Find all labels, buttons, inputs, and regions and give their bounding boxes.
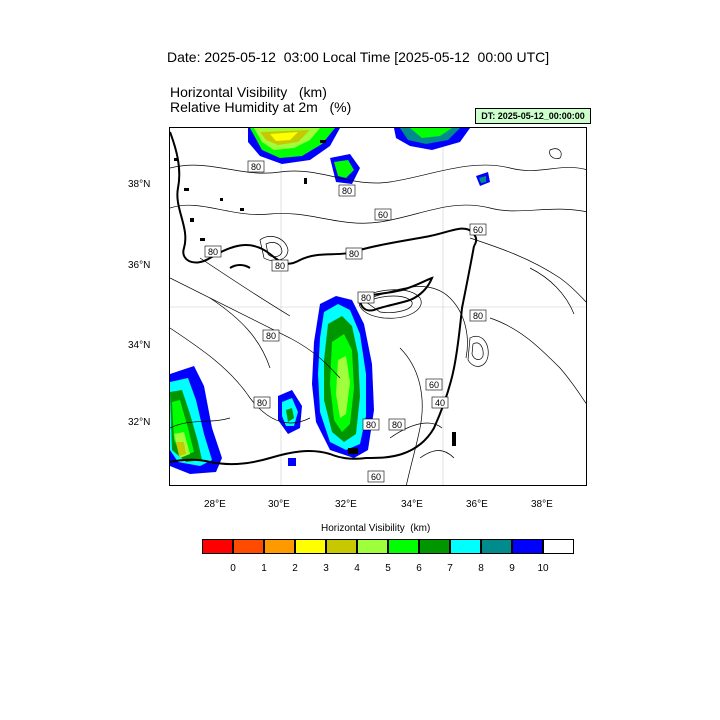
contour-label: 80 bbox=[338, 184, 356, 197]
contour-label: 80 bbox=[388, 418, 406, 431]
colorbar-swatch bbox=[543, 539, 574, 554]
colorbar-tick-label: 8 bbox=[478, 563, 484, 574]
colorbar-tick-label: 5 bbox=[385, 563, 391, 574]
colorbar-swatch bbox=[233, 539, 264, 554]
contour-label-text: 80 bbox=[275, 261, 285, 271]
colorbar-tick-label: 10 bbox=[537, 563, 549, 574]
colorbar-swatch bbox=[512, 539, 543, 554]
colorbar-swatch bbox=[419, 539, 450, 554]
colorbar-title: Horizontal Visibility (km) bbox=[321, 523, 431, 534]
contour-label: 60 bbox=[374, 208, 392, 221]
colorbar-tick-label: 0 bbox=[230, 563, 236, 574]
lon-label: 28°E bbox=[204, 499, 226, 510]
contour-label-text: 80 bbox=[349, 249, 359, 259]
contour-label-text: 80 bbox=[392, 420, 402, 430]
colorbar-swatch bbox=[450, 539, 481, 554]
lon-label: 38°E bbox=[531, 499, 553, 510]
contour-label-text: 80 bbox=[342, 186, 352, 196]
colorbar-tick-label: 1 bbox=[261, 563, 267, 574]
contour-label-text: 60 bbox=[473, 225, 483, 235]
contour-label: 60 bbox=[367, 470, 385, 483]
colorbar-swatch bbox=[264, 539, 295, 554]
colorbar-swatch bbox=[388, 539, 419, 554]
lon-label: 32°E bbox=[335, 499, 357, 510]
contour-label-text: 80 bbox=[257, 398, 267, 408]
contour-label: 80 bbox=[204, 245, 222, 258]
lat-label: 34°N bbox=[128, 340, 151, 351]
contour-label-text: 60 bbox=[429, 380, 439, 390]
colorbar-swatch bbox=[481, 539, 512, 554]
lat-label: 32°N bbox=[128, 417, 151, 428]
contour-label: 60 bbox=[425, 378, 443, 391]
contour-label-text: 80 bbox=[366, 420, 376, 430]
field-label-visibility: Horizontal Visibility (km) bbox=[170, 84, 327, 100]
humidity-contours bbox=[170, 148, 586, 485]
contour-label-text: 80 bbox=[473, 311, 483, 321]
lat-label: 38°N bbox=[128, 179, 151, 190]
contour-label: 80 bbox=[262, 329, 280, 342]
contour-label: 80 bbox=[345, 247, 363, 260]
contour-label-text: 80 bbox=[251, 162, 261, 172]
lon-label: 30°E bbox=[268, 499, 290, 510]
valid-time-badge: DT: 2025-05-12_00:00:00 bbox=[475, 108, 591, 124]
colorbar-swatch bbox=[357, 539, 388, 554]
colorbar-tick-label: 7 bbox=[447, 563, 453, 574]
map-canvas: 80 80 60 60 80 80 80 80 80 60 40 80 80 8… bbox=[170, 128, 586, 485]
contour-label: 80 bbox=[357, 291, 375, 304]
contour-label-text: 80 bbox=[208, 247, 218, 257]
contour-label: 80 bbox=[469, 309, 487, 322]
colorbar-tick-label: 6 bbox=[416, 563, 422, 574]
contour-label-text: 80 bbox=[266, 331, 276, 341]
colorbar-tick-label: 9 bbox=[509, 563, 515, 574]
contour-label-text: 40 bbox=[435, 398, 445, 408]
contour-label-text: 60 bbox=[371, 472, 381, 482]
contour-label: 80 bbox=[362, 418, 380, 431]
colorbar-tick-label: 3 bbox=[323, 563, 329, 574]
contour-label: 60 bbox=[469, 223, 487, 236]
lat-label: 36°N bbox=[128, 260, 151, 271]
lon-label: 36°E bbox=[466, 499, 488, 510]
graticule bbox=[170, 128, 586, 485]
contour-label-text: 60 bbox=[378, 210, 388, 220]
colorbar-swatch bbox=[202, 539, 233, 554]
visibility-shading bbox=[170, 128, 490, 474]
contour-label: 40 bbox=[431, 396, 449, 409]
contour-label-text: 80 bbox=[361, 293, 371, 303]
contour-label: 80 bbox=[253, 396, 271, 409]
chart-title: Date: 2025-05-12 03:00 Local Time [2025-… bbox=[167, 49, 550, 65]
field-label-humidity: Relative Humidity at 2m (%) bbox=[170, 99, 352, 115]
contour-label: 80 bbox=[271, 259, 289, 272]
colorbar-swatch bbox=[295, 539, 326, 554]
islands bbox=[174, 140, 456, 454]
colorbar-tick-label: 2 bbox=[292, 563, 298, 574]
colorbar-swatch bbox=[326, 539, 357, 554]
contour-label: 80 bbox=[247, 160, 265, 173]
contour-labels: 80 80 60 60 80 80 80 80 80 60 40 80 80 8… bbox=[204, 160, 487, 483]
map-panel: 80 80 60 60 80 80 80 80 80 60 40 80 80 8… bbox=[169, 127, 587, 486]
colorbar-tick-label: 4 bbox=[354, 563, 360, 574]
lon-label: 34°E bbox=[401, 499, 423, 510]
